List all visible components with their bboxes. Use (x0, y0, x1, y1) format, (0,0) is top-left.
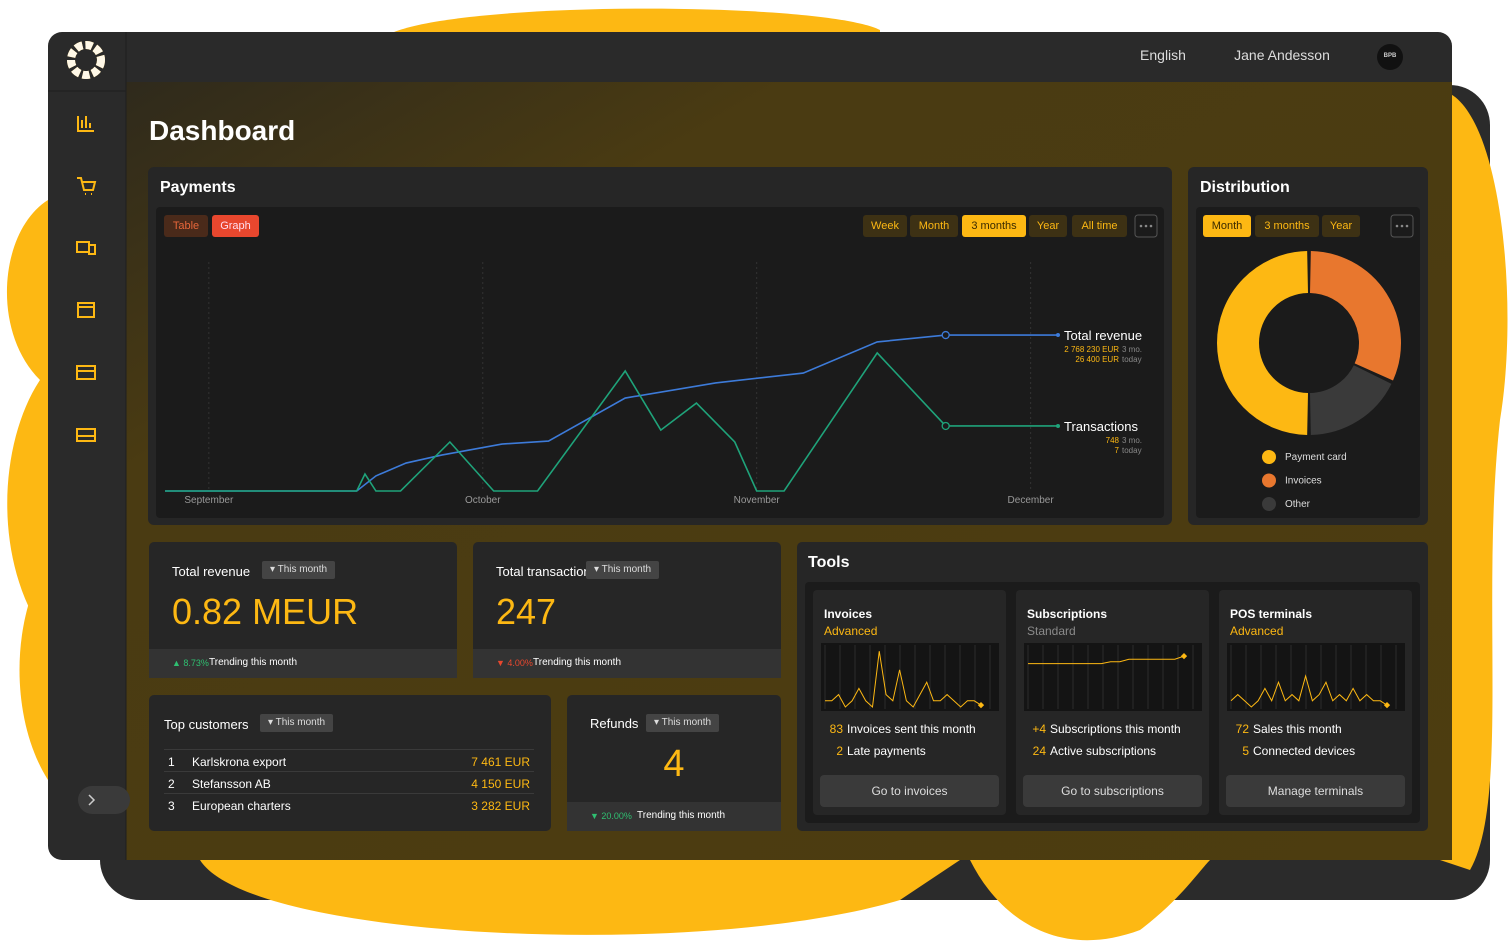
customer-amount: 7 461 EUR (471, 755, 530, 769)
kpi-trend: ▼ 20.00% (590, 811, 632, 821)
range-button[interactable]: 3 months (1255, 215, 1319, 237)
range-button[interactable]: Week (863, 215, 907, 237)
tool-button[interactable]: Go to invoices (820, 775, 999, 807)
stat-text: Sales this month (1253, 722, 1342, 736)
kpi-value: 4 (663, 743, 685, 785)
panel-title: Payments (160, 179, 236, 196)
kpi-label: Refunds (590, 716, 639, 731)
customer-name: European charters (192, 799, 291, 813)
kpi-strip (149, 649, 457, 678)
kpi-value: 247 (496, 591, 557, 632)
panel-title: Distribution (1200, 179, 1290, 196)
filter-pill[interactable]: ▾ This month (262, 561, 336, 579)
kpi-trend: ▲ 8.73% (172, 658, 209, 668)
row-divider (164, 793, 534, 794)
spark-box (1227, 643, 1405, 711)
language[interactable]: English (1140, 47, 1186, 63)
range-button[interactable]: Month (910, 215, 958, 237)
stat-value: +4 (1032, 722, 1046, 736)
kpi-trend-text: Trending this month (209, 657, 298, 668)
kpi-strip (473, 649, 781, 678)
stat-value: 24 (1032, 744, 1046, 758)
row-divider (164, 749, 534, 750)
kpi-card (473, 542, 781, 678)
kpi-card (149, 542, 457, 678)
card-title: Top customers (164, 717, 249, 732)
spark-box (1024, 643, 1202, 711)
customer-amount: 3 282 EUR (471, 799, 530, 813)
range-button[interactable]: Year (1322, 215, 1360, 237)
range-button[interactable]: All time (1072, 215, 1127, 237)
stat-text: Late payments (847, 744, 926, 758)
rank: 1 (168, 755, 175, 769)
stat-value: 2 (836, 744, 843, 758)
customer-amount: 4 150 EUR (471, 777, 530, 791)
blob (200, 860, 960, 935)
kpi-strip (567, 802, 781, 831)
range-button[interactable]: 3 months (962, 215, 1026, 237)
customer-name: Stefansson AB (192, 777, 271, 791)
filter-pill[interactable]: ▾ This month (260, 714, 334, 732)
range-button[interactable]: Month (1203, 215, 1251, 237)
range-button[interactable]: Year (1029, 215, 1067, 237)
more-buttons[interactable] (1134, 214, 1414, 238)
tool-tier: Advanced (1230, 624, 1284, 638)
tool-name: Subscriptions (1027, 607, 1108, 621)
spark-box (821, 643, 999, 711)
avatar[interactable] (1377, 44, 1403, 70)
row-divider (164, 771, 534, 772)
sidebar-icons[interactable] (76, 116, 97, 442)
customers-card (149, 695, 551, 831)
kpi-label: Total transactions (496, 564, 598, 579)
user-name[interactable]: Jane Andesson (1234, 47, 1330, 63)
kpi-value: 0.82 MEUR (172, 591, 359, 632)
kpi-trend-text: Trending this month (533, 657, 622, 668)
blob (970, 860, 1210, 941)
kpi-label: Total revenue (172, 564, 251, 579)
logo (67, 41, 105, 79)
stat-text: Active subscriptions (1050, 744, 1157, 758)
filter-pill[interactable]: ▾ This month (646, 714, 720, 732)
more-dots (1139, 224, 1409, 228)
filter-pill[interactable]: ▾ This month (586, 561, 660, 579)
blob (6, 200, 48, 640)
tool-button[interactable]: Go to subscriptions (1023, 775, 1202, 807)
stat-value: 5 (1242, 744, 1249, 758)
blob (1440, 90, 1508, 870)
tool-tier: Standard (1027, 624, 1076, 638)
customer-name: Karlskrona export (192, 755, 287, 769)
tool-name: Invoices (824, 607, 873, 621)
rank: 2 (168, 777, 175, 791)
stat-text: Invoices sent this month (847, 722, 976, 736)
avatar-text: BPB (1383, 53, 1397, 59)
kpi-trend: ▼ 4.00% (496, 658, 533, 668)
chevron (88, 794, 96, 806)
stat-text: Connected devices (1253, 744, 1356, 758)
refunds-card (567, 695, 781, 831)
blob (19, 560, 48, 780)
page-title: Dashboard (149, 115, 296, 146)
tool-tier: Advanced (824, 624, 878, 638)
view-toggle[interactable]: Table (164, 215, 208, 237)
kpi-trend-text: Trending this month (637, 810, 726, 821)
collapse-button[interactable] (78, 786, 130, 814)
view-toggle[interactable]: Graph (212, 215, 259, 237)
panel-title: Tools (808, 554, 850, 571)
tool-name: POS terminals (1230, 607, 1313, 621)
stat-value: 83 (829, 722, 843, 736)
rank: 3 (168, 799, 175, 813)
stat-value: 72 (1235, 722, 1249, 736)
stat-text: Subscriptions this month (1050, 722, 1181, 736)
tool-button[interactable]: Manage terminals (1226, 775, 1405, 807)
